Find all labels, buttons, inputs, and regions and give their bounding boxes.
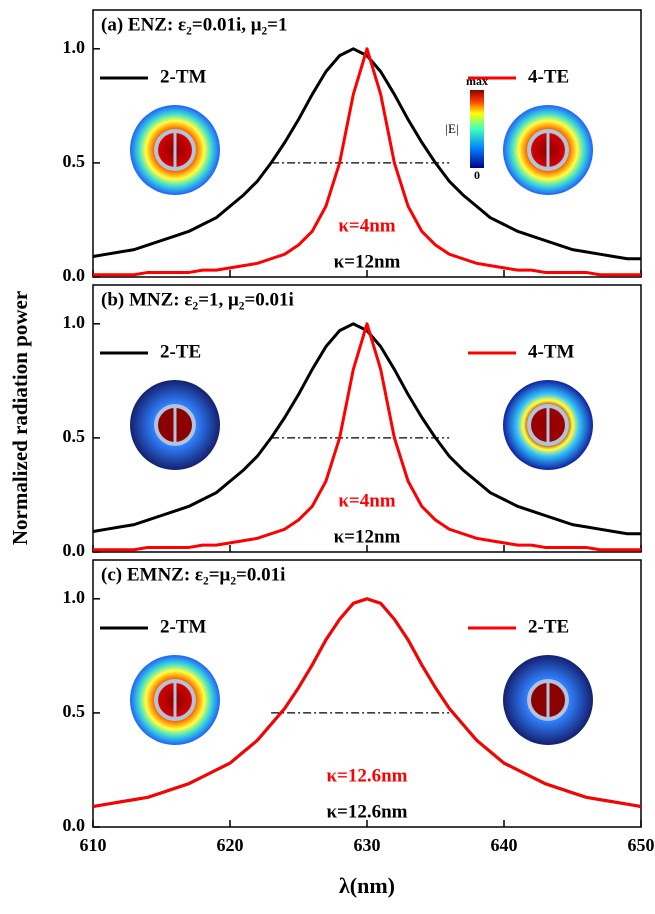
x-tick-label: 650 [628,835,655,855]
legend-label: 4-TM [528,341,575,362]
series-line [93,322,641,552]
y-tick-label: 0.0 [63,265,86,285]
legend-label: 2-TM [160,66,207,87]
panel-title: (c) EMNZ: ε₂=μ₂=0.01i [101,564,285,585]
y-tick-label: 0.5 [63,426,86,446]
series-line [93,47,641,277]
legend-label: 2-TE [528,616,569,637]
y-tick-label: 1.0 [63,312,86,332]
y-tick-label: 0.0 [63,540,86,560]
x-tick-label: 620 [217,835,244,855]
series-line [92,597,642,808]
annotation: κ=12.6nm [326,801,407,822]
x-tick-label: 630 [354,835,381,855]
y-tick-label: 1.0 [63,37,86,57]
x-tick-label: 640 [491,835,518,855]
y-tick-label: 0.0 [63,815,86,835]
y-tick-label: 0.5 [63,701,86,721]
colorbar-label: max [466,74,488,88]
legend-label: 2-TM [160,616,207,637]
panel-title: (b) MNZ: ε₂=1, μ₂=0.01i [101,289,294,310]
annotation: κ=12nm [334,526,401,547]
panel-title: (a) ENZ: ε₂=0.01i, μ₂=1 [101,14,288,35]
y-tick-label: 0.5 [63,151,86,171]
annotation: κ=4nm [338,215,395,236]
y-axis-label: Normalized radiation power [8,291,32,545]
annotation: κ=12.6nm [326,765,407,786]
colorbar-label: 0 [474,168,480,182]
x-tick-label: 610 [80,835,107,855]
annotation: κ=4nm [338,490,395,511]
legend-label: 2-TE [160,341,201,362]
annotation: κ=12nm [334,251,401,272]
colorbar [470,90,484,168]
colorbar-label: |E| [445,121,458,136]
legend-label: 4-TE [528,66,569,87]
x-axis-label: λ(nm) [339,873,395,898]
series-line [92,322,641,536]
y-tick-label: 1.0 [63,587,86,607]
series-line [92,47,641,261]
